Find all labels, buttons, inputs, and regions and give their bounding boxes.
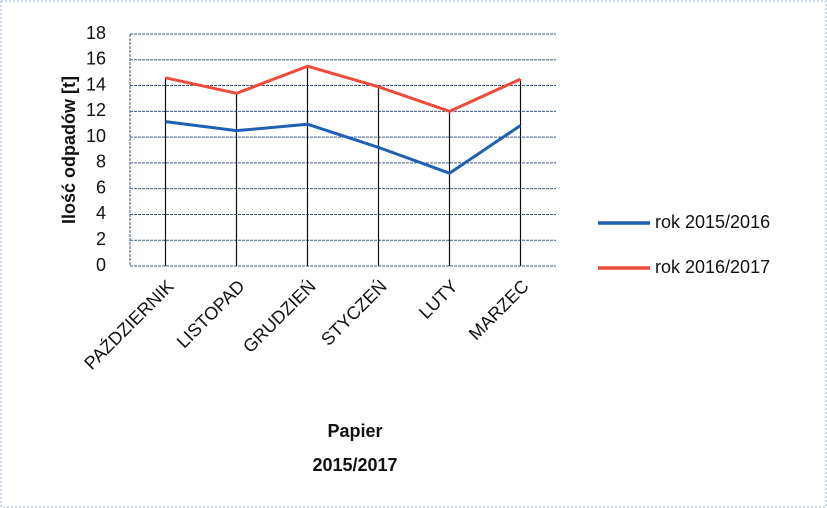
y-tick-label: 8 <box>96 152 106 172</box>
series-line <box>165 120 522 175</box>
y-tick-label: 16 <box>86 49 106 69</box>
y-tick-label: 12 <box>86 100 106 120</box>
y-tick-label: 0 <box>96 255 106 275</box>
y-tick-label: 10 <box>86 126 106 146</box>
y-tick-label: 14 <box>86 74 106 94</box>
x-axis-label: 2015/2017 <box>312 455 397 475</box>
y-tick-label: 2 <box>96 229 106 249</box>
legend-label: rok 2015/2016 <box>655 212 770 232</box>
x-axis-label: Papier <box>327 421 382 441</box>
series-line <box>165 64 522 113</box>
y-axis-label: Ilość odpadów [t] <box>59 76 79 224</box>
legend-label: rok 2016/2017 <box>655 257 770 277</box>
y-tick-label: 4 <box>96 203 106 223</box>
y-tick-label: 6 <box>96 177 106 197</box>
y-tick-label: 18 <box>86 23 106 43</box>
